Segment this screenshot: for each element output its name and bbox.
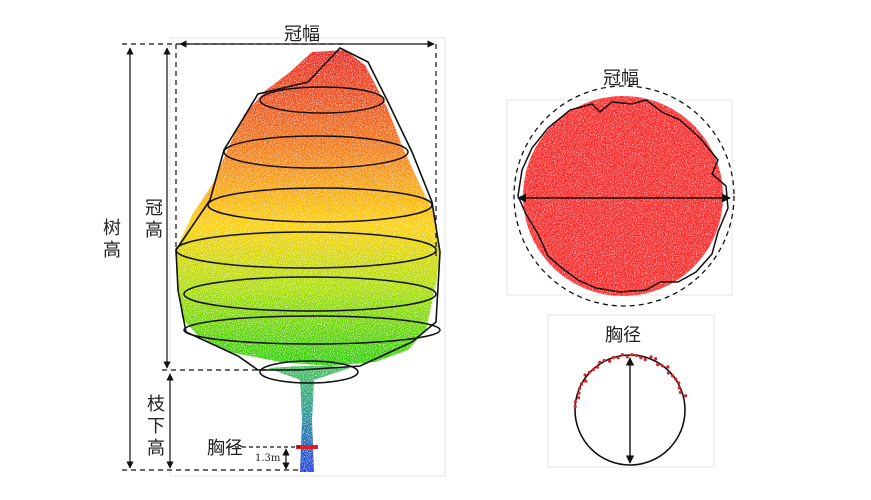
dbh-point bbox=[579, 382, 584, 386]
dbh-point bbox=[595, 365, 599, 369]
dbh-point bbox=[678, 390, 683, 394]
crown-hull-outline bbox=[175, 47, 441, 371]
dbh-point bbox=[584, 379, 588, 383]
dbh-point bbox=[677, 386, 681, 390]
crown-top-view-circle bbox=[513, 85, 735, 307]
dbh-point bbox=[677, 381, 681, 385]
dimension-lines bbox=[122, 40, 437, 471]
breast-height-label: 1.3m bbox=[255, 453, 281, 464]
dbh-point bbox=[611, 356, 615, 360]
dbh-point bbox=[578, 386, 582, 390]
dbh-point bbox=[598, 360, 602, 364]
dbh-point bbox=[654, 357, 658, 361]
dbh-point bbox=[666, 365, 670, 369]
dbh-point bbox=[616, 356, 620, 360]
dbh-point bbox=[587, 370, 592, 374]
dbh-point bbox=[630, 353, 634, 357]
dbh-point bbox=[639, 356, 643, 360]
dbh-point bbox=[577, 391, 581, 395]
dbh-point bbox=[573, 404, 577, 409]
dbh-point bbox=[660, 364, 665, 368]
dbh-cross-section bbox=[573, 353, 688, 466]
crown-base-ellipse bbox=[259, 360, 359, 384]
top-view-crown-width-label: 冠幅 bbox=[603, 68, 639, 89]
dbh-label: 胸径 bbox=[207, 438, 243, 459]
slice-ellipse bbox=[207, 187, 433, 223]
dbh-point bbox=[649, 355, 653, 359]
crown-width-label: 冠幅 bbox=[284, 24, 320, 45]
dbh-point bbox=[625, 355, 629, 359]
dbh-point bbox=[573, 400, 577, 404]
dbh-point bbox=[656, 363, 660, 367]
dbh-point bbox=[576, 396, 581, 400]
slice-ellipse bbox=[259, 86, 385, 114]
tree-point-cloud bbox=[176, 50, 440, 472]
dbh-point bbox=[666, 371, 671, 375]
cross-section-dbh-label: 胸径 bbox=[605, 325, 641, 346]
dbh-point bbox=[635, 353, 639, 358]
dbh-point bbox=[684, 394, 688, 398]
slice-ellipse bbox=[183, 315, 441, 345]
under-branch-height-label: 枝下高 bbox=[147, 394, 165, 459]
crown-top-view bbox=[513, 85, 735, 307]
dbh-point bbox=[608, 359, 612, 363]
crown-point-cloud bbox=[176, 50, 440, 366]
crown-slice-ellipses bbox=[175, 86, 441, 384]
cross-section-frame bbox=[547, 314, 715, 468]
tree-height-label: 树高 bbox=[103, 218, 121, 261]
dbh-point bbox=[583, 373, 587, 377]
dbh-point bbox=[620, 353, 625, 357]
dbh-point bbox=[591, 368, 595, 372]
dbh-point bbox=[674, 377, 678, 381]
dbh-point bbox=[643, 357, 647, 362]
crown-top-view-points bbox=[523, 96, 723, 296]
dbh-point bbox=[670, 374, 675, 378]
slice-ellipse bbox=[175, 231, 437, 269]
crown-top-view-hull bbox=[517, 99, 729, 293]
trunk-point-cloud bbox=[268, 366, 350, 472]
slice-ellipse bbox=[223, 135, 409, 169]
dbh-point bbox=[602, 358, 606, 363]
dbh-fitted-circle bbox=[574, 354, 686, 466]
dbh-points bbox=[573, 353, 688, 409]
crown-height-label: 冠高 bbox=[145, 198, 163, 241]
slice-ellipse bbox=[183, 276, 437, 312]
